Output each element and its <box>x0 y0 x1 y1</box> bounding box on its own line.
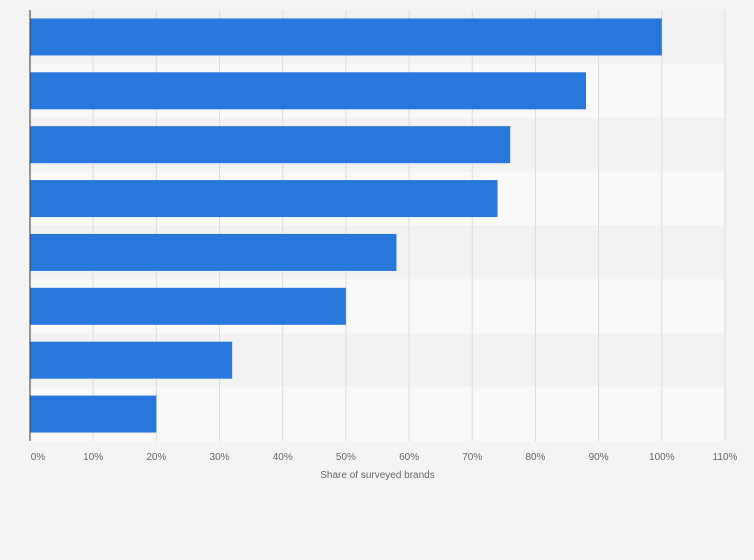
x-tick-label: 80% <box>525 452 545 463</box>
x-axis-title: Share of surveyed brands <box>320 470 435 481</box>
bar <box>30 18 662 56</box>
bar <box>30 126 511 164</box>
x-tick-label: 40% <box>273 452 293 463</box>
bars-group <box>30 18 662 433</box>
bar <box>30 395 157 433</box>
x-tick-label: 110% <box>713 452 738 463</box>
bar <box>30 287 346 325</box>
bar <box>30 72 586 110</box>
x-tick-label: 70% <box>462 452 482 463</box>
x-tick-labels: 0% 10% 20% 30% 40% 50% 60% 70% 80% 90% 100% 110% <box>31 452 738 463</box>
x-tick-label: 10% <box>83 452 103 463</box>
x-tick-label: 50% <box>336 452 356 463</box>
x-tick-label: 20% <box>146 452 166 463</box>
bar <box>30 180 498 218</box>
x-tick-label: 100% <box>649 452 675 463</box>
bar <box>30 233 397 271</box>
bar <box>30 341 233 379</box>
x-tick-label: 60% <box>399 452 419 463</box>
x-tick-label: 0% <box>31 452 46 463</box>
x-tick-label: 30% <box>210 452 230 463</box>
x-tick-label: 90% <box>589 452 609 463</box>
